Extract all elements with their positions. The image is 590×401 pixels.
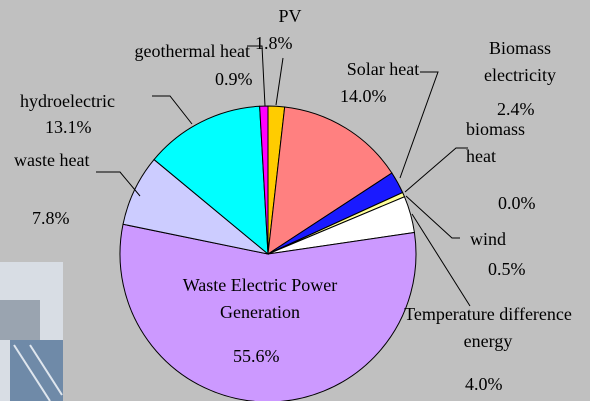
slice-label: Waste Electric Power Generation [182,275,338,322]
slice-label: wind [470,229,506,249]
value-label: 0.5% [488,259,526,279]
pie-slice [153,105,269,256]
slice-label: biomass heat [466,119,526,166]
slice-label: Biomass electricity [484,38,556,85]
photo [0,262,63,401]
slice-label: geothermal heat [134,41,250,61]
slice-label: PV [278,6,302,26]
value-label: 2.4% [497,99,535,119]
value-label: 4.0% [465,374,503,394]
leader-lines [96,45,471,307]
value-label: 55.6% [233,346,280,366]
slice-label: Solar heat [346,59,420,79]
value-label: 14.0% [340,86,387,106]
pie-slice [267,106,393,256]
value-label: 0.0% [498,193,536,213]
value-label: 0.9% [215,69,253,89]
value-label: 13.1% [45,117,92,137]
pie-slice [119,223,417,401]
pie [119,105,417,401]
slice-label: waste heat [14,150,90,170]
value-label: 7.8% [32,208,70,228]
value-label: 1.8% [255,33,293,53]
pie-slice [259,105,269,255]
slice-label: Temperature difference energy [404,304,572,351]
slice-label: hydroelectric [20,91,115,111]
